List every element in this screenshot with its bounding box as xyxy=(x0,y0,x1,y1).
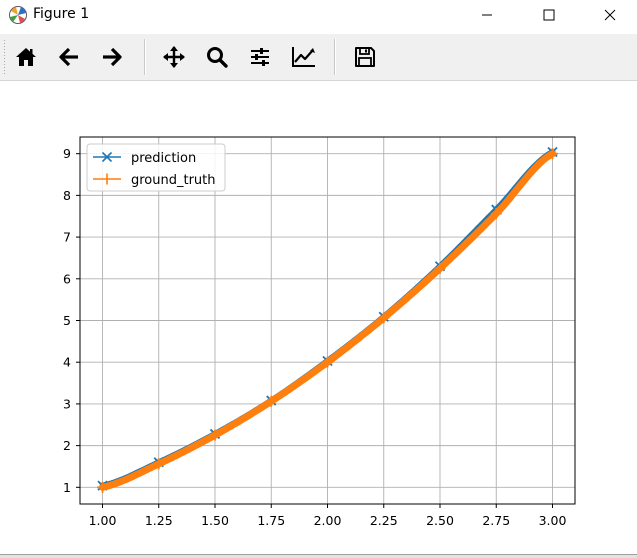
x-tick-label: 2.50 xyxy=(426,513,454,528)
back-arrow-icon xyxy=(59,47,78,67)
data-point-marker xyxy=(378,312,390,324)
edit-axis-curve-icon xyxy=(292,47,315,67)
forward-arrow-icon xyxy=(103,47,122,67)
legend-entry: ground_truth xyxy=(93,173,216,188)
legend-marker xyxy=(101,151,113,163)
window-bottom-edge xyxy=(0,554,637,558)
y-tick-label: 3 xyxy=(63,396,71,411)
y-tick-label: 4 xyxy=(63,355,71,370)
title-bar: Figure 1 xyxy=(0,0,637,31)
data-point-marker xyxy=(153,458,165,470)
toolbar-separator xyxy=(334,39,336,75)
forward-button[interactable] xyxy=(97,42,127,72)
x-tick-label: 2.25 xyxy=(370,513,398,528)
line-chart: 1.00 1.25 1.50 1.75 2.00 2.25 2.50 2.75 3.00 1 2 3 4… xyxy=(63,136,576,528)
save-floppy-icon xyxy=(355,47,375,67)
data-point-marker xyxy=(97,481,108,493)
data-point-marker xyxy=(490,208,502,220)
minimize-button[interactable] xyxy=(464,0,510,31)
legend-label: prediction xyxy=(131,151,196,166)
pan-move-icon xyxy=(163,46,185,68)
y-tick-label: 7 xyxy=(63,230,71,245)
series-group xyxy=(97,146,558,493)
configure-subplots-button[interactable] xyxy=(245,42,275,72)
window-title: Figure 1 xyxy=(33,6,90,22)
edit-axis-button[interactable] xyxy=(288,42,318,72)
grid xyxy=(80,137,575,504)
x-tick-label: 1.00 xyxy=(89,513,117,528)
series-ground-truth xyxy=(97,148,558,493)
toolbar-separator xyxy=(144,39,146,75)
y-tick-label: 8 xyxy=(63,188,71,203)
figure-canvas[interactable]: 1.00 1.25 1.50 1.75 2.00 2.25 2.50 2.75 3.00 1 2 3 4… xyxy=(0,81,637,554)
close-button[interactable] xyxy=(587,0,633,31)
x-tick-label: 1.75 xyxy=(257,513,285,528)
toolbar-divider xyxy=(0,80,637,81)
y-tick-label: 5 xyxy=(63,313,71,328)
minimize-icon xyxy=(482,14,492,16)
pan-button[interactable] xyxy=(159,42,189,72)
close-icon xyxy=(604,9,616,21)
home-button[interactable] xyxy=(11,42,41,72)
y-tick-label: 9 xyxy=(63,146,71,161)
x-tick-label: 3.00 xyxy=(539,513,567,528)
y-tick-label: 2 xyxy=(63,438,71,453)
y-tick-label: 6 xyxy=(63,271,71,286)
legend-box xyxy=(86,143,226,192)
zoom-magnifier-icon xyxy=(207,47,228,68)
data-point-marker xyxy=(322,356,333,368)
maximize-button[interactable] xyxy=(526,0,572,31)
x-tick-label: 2.00 xyxy=(314,513,342,528)
save-button[interactable] xyxy=(350,42,380,72)
back-button[interactable] xyxy=(54,42,84,72)
legend-entry: prediction xyxy=(93,151,196,166)
toolbar-grip-icon xyxy=(4,40,5,76)
legend: prediction ground_truth xyxy=(86,143,226,192)
matplotlib-logo-icon xyxy=(9,6,27,24)
navigation-toolbar xyxy=(0,34,637,80)
data-point-marker xyxy=(434,262,446,274)
data-point-marker xyxy=(547,148,558,160)
y-tick-label: 1 xyxy=(63,480,71,495)
maximize-icon xyxy=(543,9,555,21)
legend-label: ground_truth xyxy=(131,173,216,188)
ticks: 1.00 1.25 1.50 1.75 2.00 2.25 2.50 2.75 3.00 1 2 3 4… xyxy=(63,146,566,528)
x-tick-label: 1.25 xyxy=(145,513,173,528)
x-tick-label: 1.50 xyxy=(201,513,229,528)
x-tick-label: 2.75 xyxy=(482,513,510,528)
data-point-marker xyxy=(209,429,221,441)
data-point-marker xyxy=(265,395,277,407)
zoom-button[interactable] xyxy=(202,42,232,72)
configure-subplots-icon xyxy=(251,48,269,66)
home-icon xyxy=(16,48,36,66)
